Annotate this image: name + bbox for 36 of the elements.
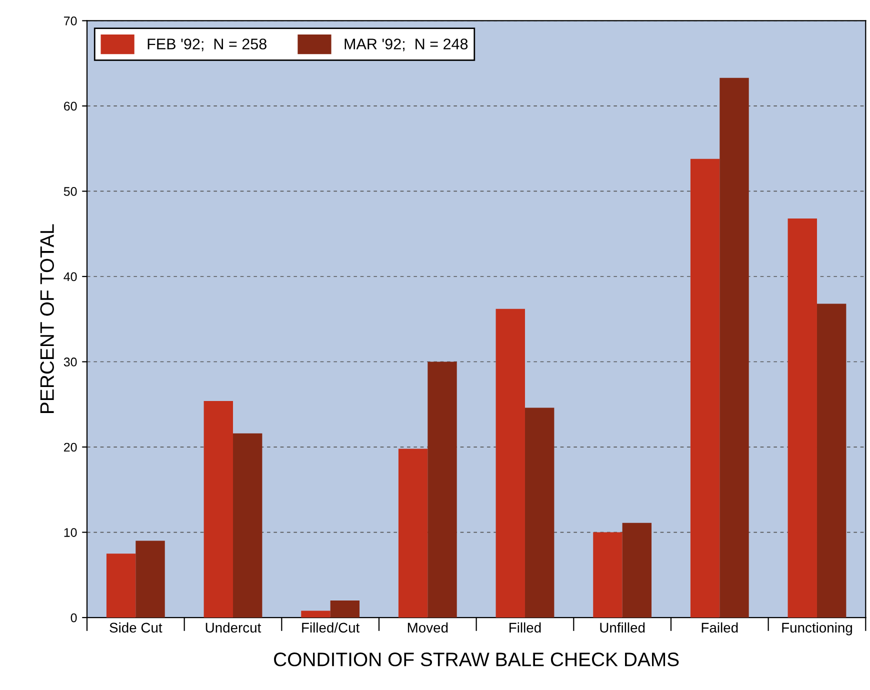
x-tick-label: Unfilled — [600, 622, 645, 633]
y-tick-label: 70 — [64, 16, 77, 26]
y-tick-label: 20 — [64, 442, 77, 452]
y-tick-label: 10 — [64, 528, 77, 537]
bar — [106, 554, 136, 618]
x-tick-label: Undercut — [206, 622, 262, 633]
x-axis-title: CONDITION OF STRAW BALE CHECK DAMS — [274, 652, 679, 666]
bar — [816, 304, 846, 618]
x-tick-label: Filled — [510, 622, 541, 633]
bar — [690, 158, 720, 618]
bar — [788, 218, 817, 618]
y-tick-label: 0 — [70, 613, 77, 622]
x-tick-label: Side Cut — [110, 622, 162, 633]
bar — [428, 362, 457, 618]
bar — [232, 433, 262, 618]
bar — [301, 610, 330, 618]
y-tick-label: 30 — [64, 358, 77, 366]
y-tick-label: 50 — [64, 187, 77, 196]
x-tick-label: Functioning — [782, 622, 852, 636]
y-tick-label: 40 — [64, 272, 77, 282]
bar — [622, 522, 652, 618]
bar — [524, 408, 554, 618]
legend-label: MAR '92; N = 248 — [344, 38, 468, 52]
bar — [593, 532, 622, 618]
x-tick-label: Filled/Cut — [302, 622, 360, 633]
x-tick-label: Failed — [702, 622, 738, 633]
y-tick-label: 60 — [64, 102, 77, 111]
legend-label: FEB '92; N = 258 — [148, 38, 266, 52]
x-tick-label: Moved — [408, 622, 448, 633]
bar — [204, 400, 233, 618]
bar — [398, 448, 428, 618]
bar — [496, 308, 525, 618]
bar — [720, 78, 749, 618]
bar — [330, 600, 360, 618]
y-axis-title: PERCENT OF TOTAL — [40, 224, 54, 413]
bar — [136, 540, 165, 618]
